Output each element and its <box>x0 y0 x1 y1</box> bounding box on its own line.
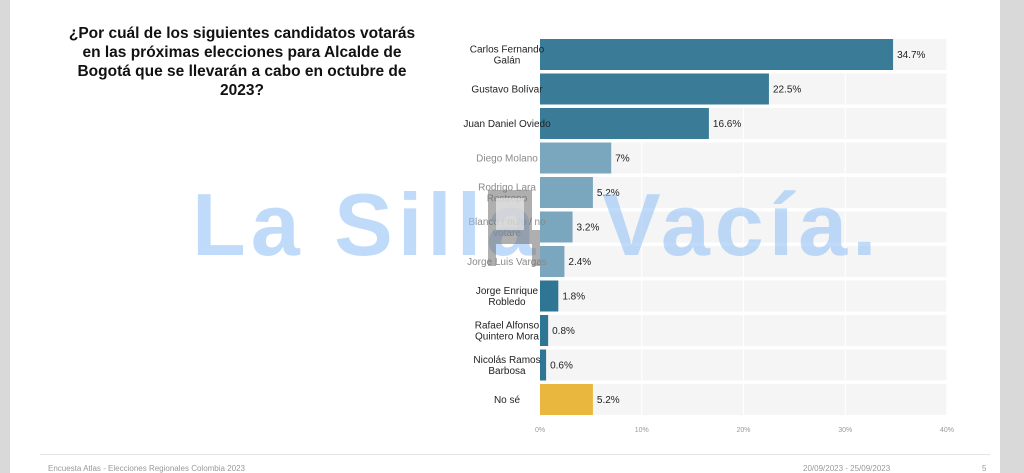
category-label: Restrepo <box>487 194 528 205</box>
data-label: 5.2% <box>597 395 620 406</box>
category-label: Jorge Luis Vargas <box>467 257 547 268</box>
category-label: Gustavo Bolívar <box>471 85 543 96</box>
data-label: 34.7% <box>897 50 925 61</box>
category-label: Rodrigo Lara <box>478 183 536 194</box>
data-label: 2.4% <box>568 257 591 268</box>
data-label: 0.6% <box>550 361 573 372</box>
category-label: votaré <box>493 228 521 239</box>
category-label: Blanco / nulo / no <box>468 217 546 228</box>
category-label: Diego Molano <box>476 154 538 165</box>
category-label: Nicolás Ramos <box>473 355 540 366</box>
category-label: Juan Daniel Oviedo <box>463 119 551 130</box>
category-label: No sé <box>494 395 521 406</box>
bar <box>540 211 573 243</box>
bar <box>540 142 612 174</box>
x-tick-label: 30% <box>838 427 852 434</box>
x-tick-label: 20% <box>736 427 750 434</box>
footer-divider <box>40 454 990 455</box>
bar <box>540 246 565 277</box>
bar <box>540 39 894 70</box>
data-label: 5.2% <box>597 188 620 199</box>
bar <box>540 280 559 312</box>
bar <box>540 177 593 208</box>
x-tick-label: 40% <box>940 427 954 434</box>
bar <box>540 384 593 415</box>
footer-dates: 20/09/2023 - 25/09/2023 <box>803 464 891 473</box>
category-label: Jorge Enrique <box>476 286 539 297</box>
chart-question-title: ¿Por cuál de los siguientes candidatos v… <box>68 25 416 99</box>
category-label: Barbosa <box>488 366 526 377</box>
data-label: 0.8% <box>552 326 575 337</box>
category-label: Quintero Mora <box>475 332 539 343</box>
bar <box>540 349 547 381</box>
bar <box>540 315 549 346</box>
bar <box>540 108 709 139</box>
survey-slide: ¿Por cuál de los siguientes candidatos v… <box>10 0 1000 473</box>
data-label: 16.6% <box>713 119 741 130</box>
category-label: Rafael Alfonso <box>475 321 540 332</box>
category-label: Robledo <box>488 297 526 308</box>
category-label: Carlos Fernando <box>470 45 545 56</box>
x-tick-label: 10% <box>635 427 649 434</box>
data-label: 1.8% <box>562 292 585 303</box>
bar <box>540 73 769 105</box>
x-tick-label: 0% <box>535 427 545 434</box>
page-number: 5 <box>982 464 987 473</box>
footer-source: Encuesta Atlas - Elecciones Regionales C… <box>48 464 246 473</box>
data-label: 7% <box>615 154 630 165</box>
data-label: 22.5% <box>773 85 801 96</box>
data-label: 3.2% <box>577 223 600 234</box>
category-label: Galán <box>494 56 521 67</box>
